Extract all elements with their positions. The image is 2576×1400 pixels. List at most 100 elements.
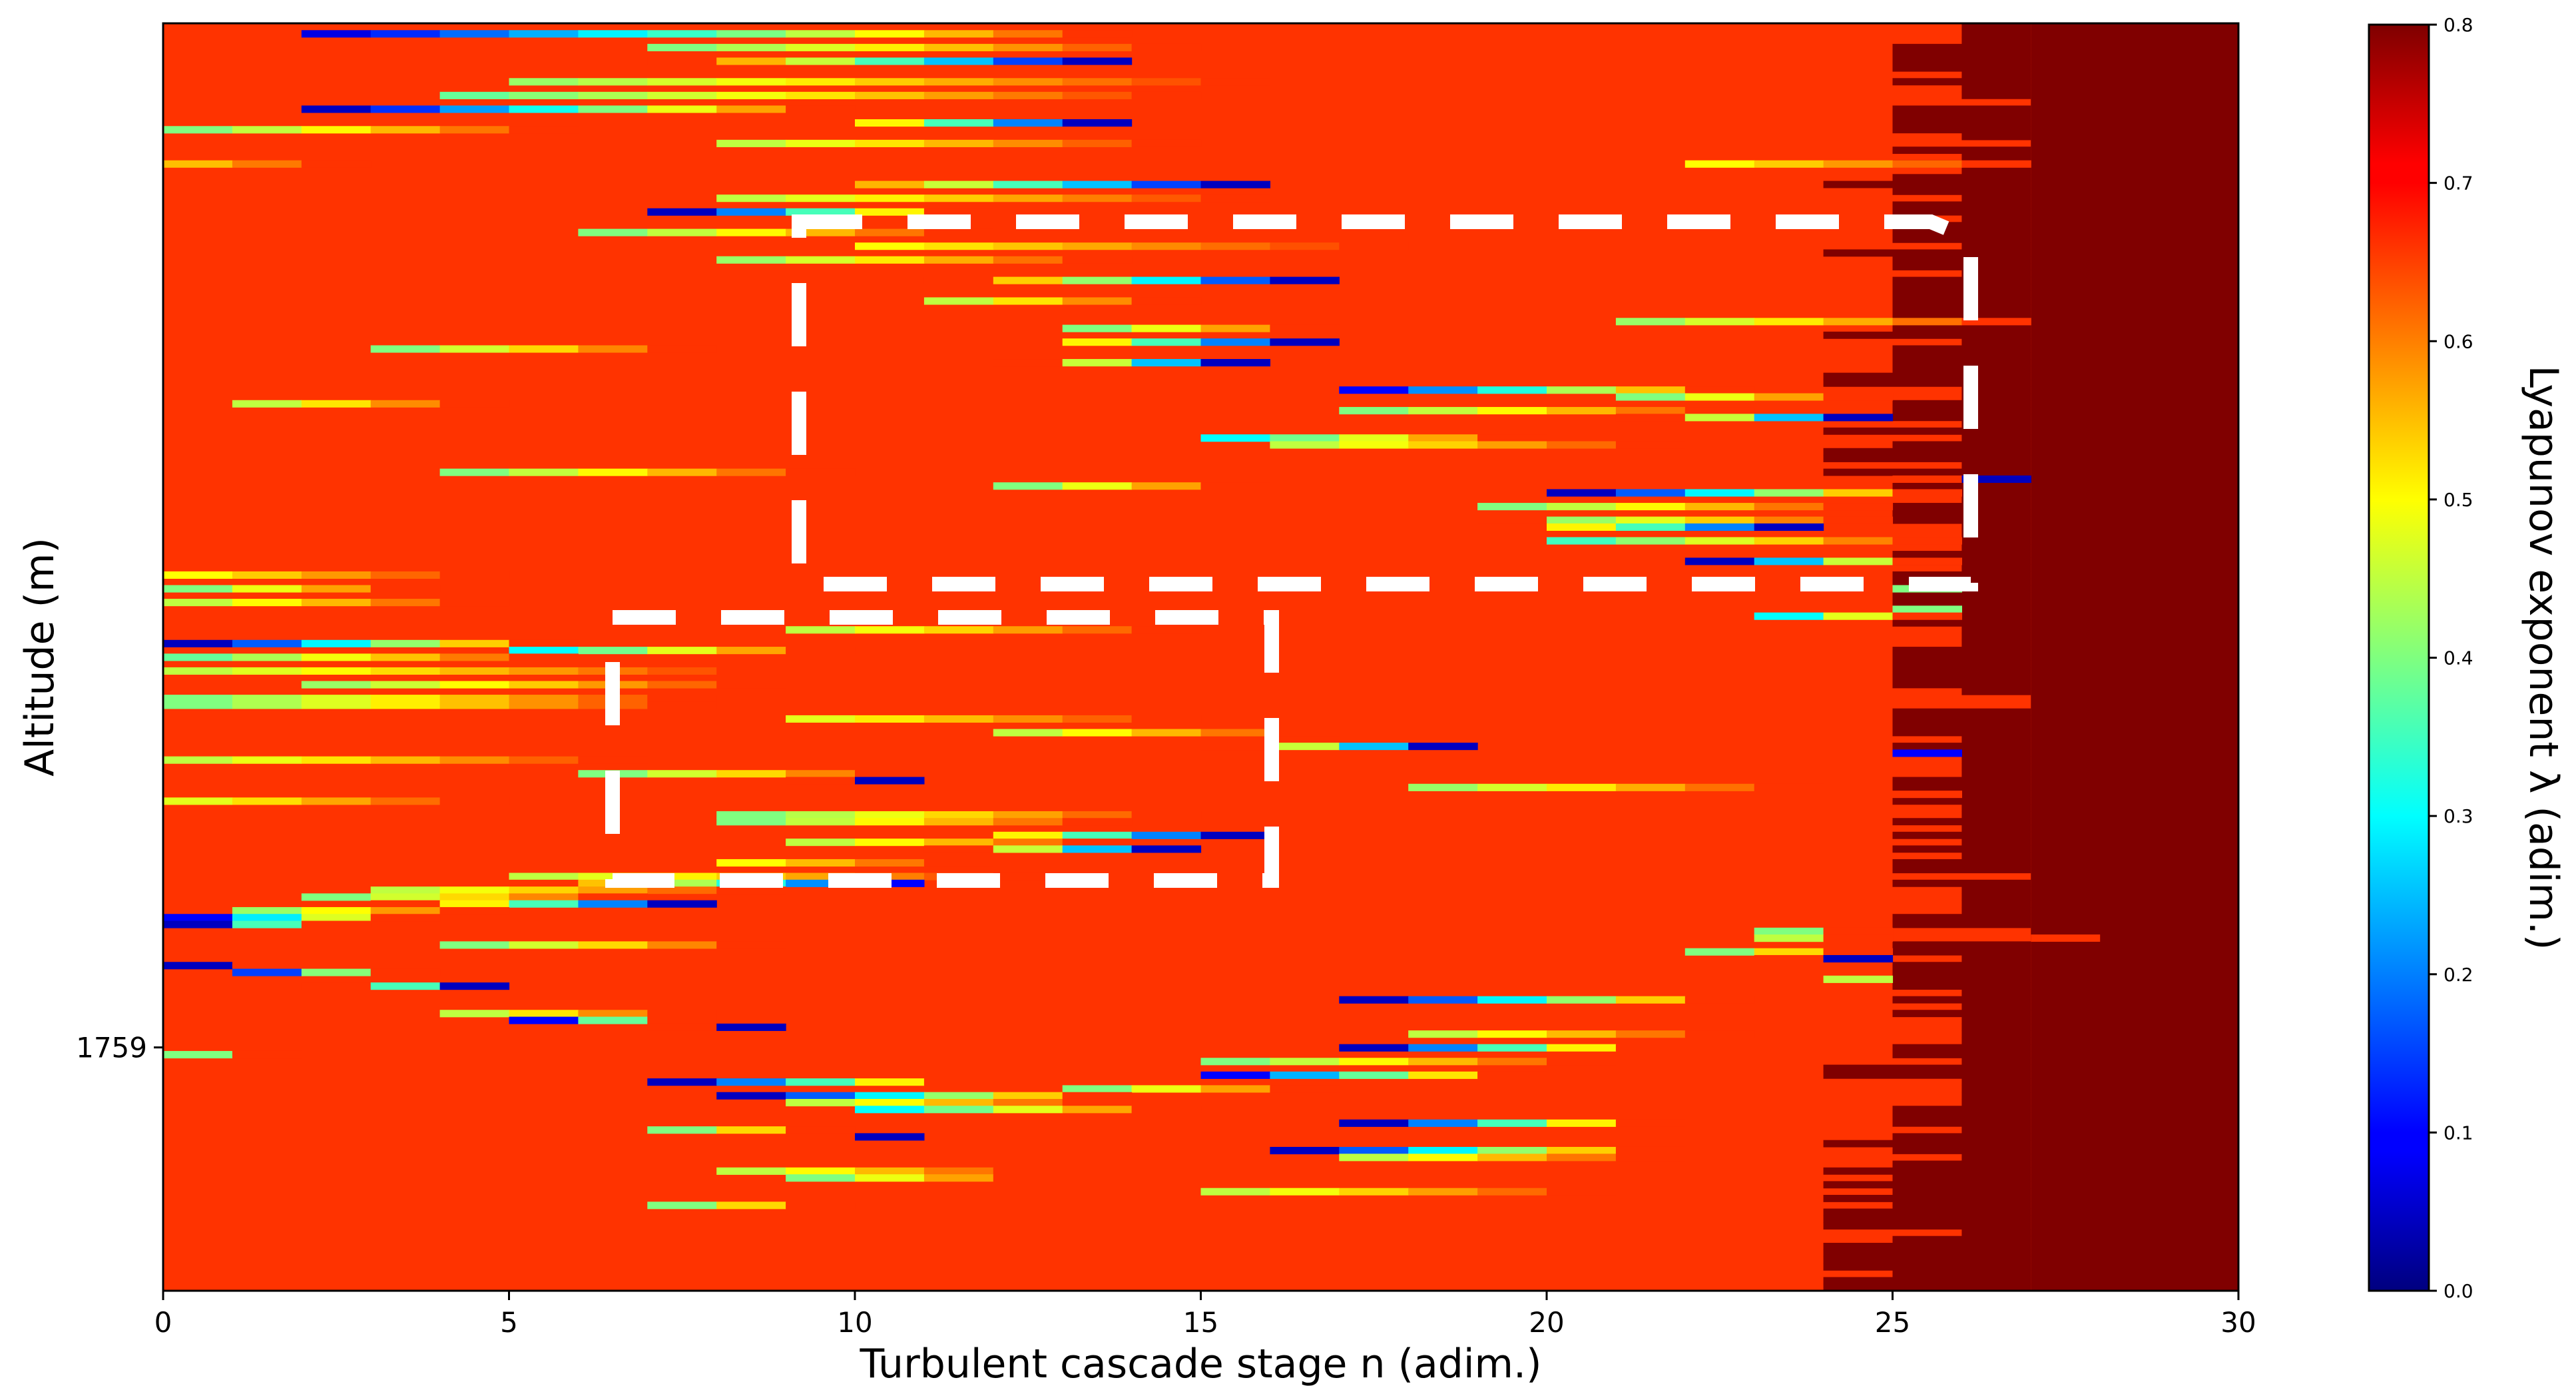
heatmap-cell xyxy=(439,571,510,579)
saturation-cell xyxy=(1892,708,2031,716)
heatmap-cell xyxy=(1615,1119,1686,1127)
x-tick-label: 5 xyxy=(500,1306,518,1339)
heatmap-cell xyxy=(370,639,441,647)
saturation-cell xyxy=(1961,735,2031,743)
heatmap-cell xyxy=(1615,441,1686,449)
heatmap-cell xyxy=(786,1098,856,1107)
saturation-cell xyxy=(1961,900,2031,908)
saturation-cell xyxy=(1892,591,2031,599)
heatmap-cell xyxy=(993,43,1063,51)
heatmap-cell xyxy=(1477,1044,1547,1052)
heatmap-cell xyxy=(923,1106,994,1114)
heatmap-cell xyxy=(923,1098,994,1107)
heatmap-cell xyxy=(1270,743,1340,751)
heatmap-cell xyxy=(439,797,510,805)
heatmap-cell xyxy=(301,695,372,703)
heatmap-cell xyxy=(439,893,510,901)
heatmap-cell xyxy=(1754,523,1824,531)
heatmap-cell xyxy=(232,914,302,922)
heatmap-cell xyxy=(923,626,994,634)
heatmap-cell xyxy=(370,968,441,976)
heatmap-cell xyxy=(439,667,510,675)
heatmap-cell xyxy=(439,468,510,476)
saturation-cell xyxy=(1892,228,2031,236)
heatmap-cell xyxy=(1270,276,1340,284)
heatmap-cell xyxy=(1408,1030,1478,1038)
heatmap-cell xyxy=(1615,516,1686,524)
heatmap-cell xyxy=(1270,434,1340,442)
heatmap-cell xyxy=(786,468,856,476)
heatmap-cell xyxy=(855,57,925,65)
heatmap-cell xyxy=(1131,324,1202,332)
saturation-cell xyxy=(1892,982,2031,990)
saturation-cell xyxy=(1823,379,2031,387)
heatmap-cell xyxy=(716,256,786,264)
heatmap-cell xyxy=(163,571,233,579)
heatmap-cell xyxy=(716,57,786,65)
heatmap-cell xyxy=(716,886,786,894)
saturation-cell xyxy=(1961,386,2031,394)
heatmap-cell xyxy=(509,1010,579,1018)
saturation-cell xyxy=(1823,1215,2031,1223)
heatmap-cell xyxy=(1615,996,1686,1004)
heatmap-cell xyxy=(1754,160,1824,168)
saturation-cell xyxy=(1892,112,2031,120)
heatmap-cell xyxy=(1892,318,1962,326)
heatmap-cell xyxy=(1754,954,1824,963)
heatmap-cell xyxy=(1892,557,1962,565)
heatmap-cell xyxy=(1131,482,1202,490)
colorbar-tick-label: 0.5 xyxy=(2444,489,2473,511)
heatmap-cell xyxy=(163,653,233,661)
heatmap-cell xyxy=(716,941,786,949)
heatmap-cell xyxy=(993,180,1063,188)
heatmap-cell xyxy=(509,900,579,908)
saturation-cell xyxy=(1892,359,2031,366)
heatmap-cell xyxy=(1270,1188,1340,1196)
saturation-cell xyxy=(1961,530,2031,538)
saturation-cell xyxy=(1823,1222,2031,1230)
heatmap-cell xyxy=(993,715,1063,723)
saturation-cell xyxy=(1892,516,2031,524)
heatmap-cell xyxy=(1200,78,1270,86)
heatmap-cell xyxy=(923,811,994,819)
heatmap-cell xyxy=(786,139,856,147)
heatmap-cell xyxy=(855,43,925,51)
heatmap-cell xyxy=(439,400,510,408)
heatmap-cell xyxy=(578,1016,648,1024)
saturation-cell xyxy=(1892,1010,2031,1018)
heatmap-cell xyxy=(163,126,233,134)
heatmap-cell xyxy=(786,180,856,188)
saturation-cell xyxy=(1823,1242,2031,1250)
heatmap-cell xyxy=(1754,934,1824,942)
heatmap-cell xyxy=(1892,612,1962,620)
heatmap-cell xyxy=(855,30,925,38)
heatmap-cell xyxy=(923,57,994,65)
heatmap-cell xyxy=(1200,1188,1270,1196)
y-axis: 1759 Altitude (m) xyxy=(17,537,163,1064)
heatmap-cell xyxy=(993,729,1063,737)
heatmap-cell xyxy=(647,1202,717,1210)
heatmap-cell xyxy=(1062,482,1133,490)
heatmap-cell xyxy=(1684,386,1755,394)
heatmap-cell xyxy=(855,715,925,723)
heatmap-cell xyxy=(578,647,648,655)
heatmap-cell xyxy=(1892,489,1962,497)
heatmap-cell xyxy=(370,653,441,661)
heatmap-cell xyxy=(716,139,786,147)
saturation-cell xyxy=(1961,133,2031,141)
heatmap-cell xyxy=(1408,1058,1478,1066)
saturation-cell xyxy=(1892,968,2031,976)
heatmap-cell xyxy=(716,1023,786,1031)
saturation-cell xyxy=(1892,414,2031,422)
heatmap-cell xyxy=(1062,276,1133,284)
saturation-cell xyxy=(1892,441,2031,449)
saturation-cell xyxy=(1892,920,2031,928)
heatmap-cell xyxy=(993,811,1063,819)
heatmap-cell xyxy=(923,1078,994,1086)
saturation-cell xyxy=(1961,1154,2031,1162)
heatmap-cell xyxy=(1062,180,1133,188)
saturation-cell xyxy=(1961,1078,2031,1086)
heatmap-cell xyxy=(439,941,510,949)
heatmap-cell xyxy=(1062,839,1133,847)
heatmap-cell xyxy=(1062,256,1133,264)
